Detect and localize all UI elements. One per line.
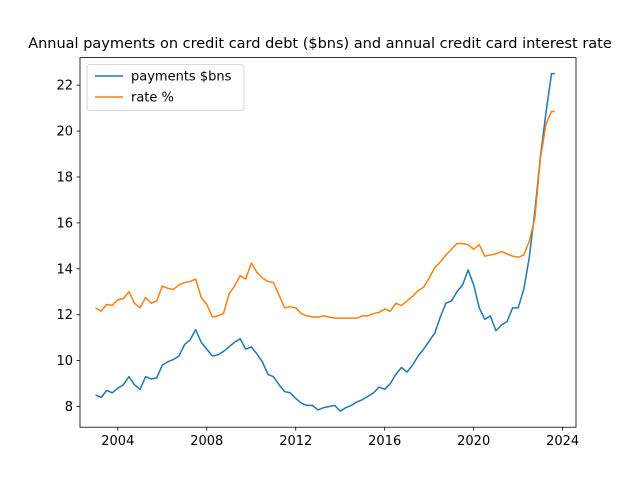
x-tick-label: 2016 [368, 434, 401, 449]
x-axis: 2004 2008 2012 2016 2020 2024 [101, 427, 579, 449]
series-line-payments [95, 72, 555, 412]
legend: payments $bns rate % [86, 64, 245, 111]
y-axis: 8 10 12 14 16 18 20 22 [56, 79, 80, 415]
y-tick-label: 18 [56, 170, 73, 185]
x-tick-label: 2004 [101, 434, 134, 449]
legend-label: payments $bns [131, 70, 232, 85]
series-line-rate [95, 110, 555, 319]
y-tick-label: 16 [56, 216, 73, 231]
x-tick-label: 2024 [546, 434, 579, 449]
y-tick-label: 12 [56, 308, 73, 323]
x-tick-label: 2012 [279, 434, 312, 449]
series-layer [95, 72, 555, 412]
y-tick-label: 10 [56, 354, 73, 369]
legend-box [86, 64, 245, 111]
y-tick-label: 8 [65, 400, 73, 415]
y-tick-label: 22 [56, 79, 73, 94]
x-tick-label: 2008 [190, 434, 223, 449]
plot-frame [79, 57, 577, 428]
chart-title: Annual payments on credit card debt ($bn… [28, 36, 612, 52]
x-tick-label: 2020 [457, 434, 490, 449]
y-tick-label: 20 [56, 125, 73, 140]
y-tick-label: 14 [56, 262, 73, 277]
legend-label: rate % [131, 91, 174, 106]
